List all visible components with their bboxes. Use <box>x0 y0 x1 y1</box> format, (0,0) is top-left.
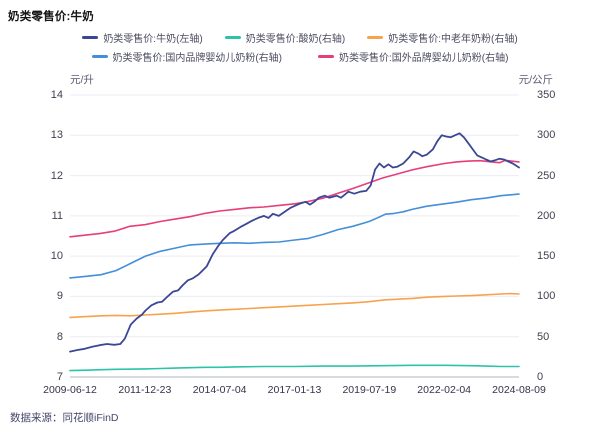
legend-line-swatch-icon <box>318 55 334 58</box>
y-axis-tick-left: 8 <box>56 330 63 343</box>
x-axis-tick: 2022-02-04 <box>417 384 472 396</box>
legend-item-2[interactable]: 奶类零售价:中老年奶粉(右轴) <box>367 30 518 45</box>
legend-row-2: 奶类零售价:国内品牌婴幼儿奶粉(右轴) 奶类零售价:国外品牌婴幼儿奶粉(右轴) <box>60 49 540 64</box>
legend-item-label: 奶类零售价:国内品牌婴幼儿奶粉(右轴) <box>112 53 282 64</box>
legend-line-swatch-icon <box>224 36 241 39</box>
y-axis-tick-left: 11 <box>51 209 63 222</box>
series-line-4 <box>69 159 520 238</box>
y-axis-tick-right: 50 <box>537 330 550 343</box>
y-axis-tick-left: 12 <box>50 169 63 182</box>
left-axis-unit: 元/升 <box>70 74 94 86</box>
series-line-2 <box>69 292 520 319</box>
x-axis-tick: 2024-08-09 <box>492 384 546 396</box>
source-note: 数据来源：同花顺iFinD <box>10 412 119 424</box>
legend: 奶类零售价:牛奶(左轴) 奶类零售价:酸奶(右轴) 奶类零售价:中老年奶粉(右轴) … <box>60 30 540 64</box>
x-axis-tick: 2019-07-19 <box>342 384 397 396</box>
y-axis-tick-left: 10 <box>50 250 63 263</box>
series-line-3 <box>69 193 520 279</box>
legend-item-3[interactable]: 奶类零售价:国内品牌婴幼儿奶粉(右轴) <box>91 49 282 64</box>
x-axis-tick: 2011-12-23 <box>118 384 172 396</box>
y-axis-tick-right: 100 <box>537 290 556 303</box>
legend-item-label: 奶类零售价:中老年奶粉(右轴) <box>388 34 518 45</box>
x-axis-tick: 2017-01-13 <box>267 384 322 396</box>
legend-line-swatch-icon <box>367 36 384 39</box>
series-line-0 <box>69 132 520 353</box>
legend-row-1: 奶类零售价:牛奶(左轴) 奶类零售价:酸奶(右轴) 奶类零售价:中老年奶粉(右轴) <box>60 30 540 45</box>
legend-item-0[interactable]: 奶类零售价:牛奶(左轴) <box>82 30 203 45</box>
y-axis-tick-left: 14 <box>50 89 63 101</box>
y-axis-tick-right: 150 <box>537 250 556 263</box>
right-axis-unit: 元/公斤 <box>518 74 553 86</box>
legend-line-swatch-icon <box>82 36 99 39</box>
y-axis-tick-right: 300 <box>537 129 556 142</box>
y-axis-tick-left: 7 <box>56 371 63 383</box>
legend-item-label: 奶类零售价:牛奶(左轴) <box>103 34 203 45</box>
legend-item-1[interactable]: 奶类零售价:酸奶(右轴) <box>224 30 346 45</box>
y-axis-tick-left: 9 <box>56 290 63 303</box>
y-axis-tick-right: 350 <box>537 89 556 101</box>
legend-item-label: 奶类零售价:国外品牌婴幼儿奶粉(右轴) <box>339 53 509 64</box>
y-axis-tick-left: 13 <box>50 129 63 142</box>
x-axis-tick: 2009-06-12 <box>43 384 97 396</box>
legend-line-swatch-icon <box>91 55 108 58</box>
legend-item-label: 奶类零售价:酸奶(右轴) <box>245 34 346 45</box>
y-axis-tick-right: 0 <box>537 371 544 383</box>
chart-title: 奶类零售价:牛奶 <box>8 11 94 23</box>
legend-item-4[interactable]: 奶类零售价:国外品牌婴幼儿奶粉(右轴) <box>318 49 508 64</box>
y-axis-tick-right: 250 <box>537 169 556 182</box>
series-line-1 <box>69 364 520 372</box>
x-axis-tick: 2014-07-04 <box>192 384 247 396</box>
y-axis-tick-right: 200 <box>537 209 556 222</box>
